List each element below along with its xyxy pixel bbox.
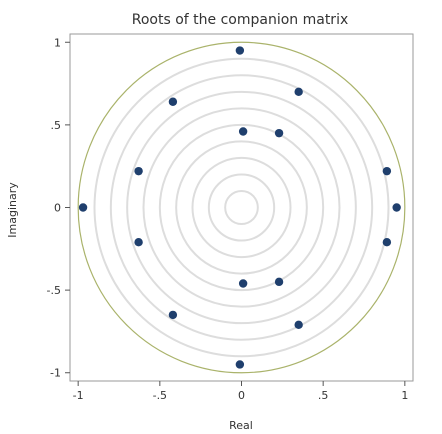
reference-ring — [93, 57, 390, 358]
y-tick-label: .5 — [51, 119, 62, 132]
root-point — [294, 87, 303, 97]
root-point — [274, 128, 284, 138]
reference-ring — [175, 140, 308, 275]
root-point — [382, 238, 392, 247]
reference-ring — [142, 107, 341, 308]
root-point — [78, 203, 88, 212]
reference-ring — [191, 156, 292, 259]
root-point — [382, 166, 392, 176]
root-point — [294, 320, 303, 330]
root-point — [235, 360, 245, 369]
y-tick-label: 0 — [54, 202, 61, 215]
x-tick-label: 0 — [238, 389, 245, 402]
reference-ring — [109, 74, 374, 341]
chart-title: Roots of the companion matrix — [132, 12, 349, 28]
root-point — [134, 166, 143, 176]
reference-ring — [126, 90, 357, 325]
reference-ring — [158, 123, 325, 292]
unit-circle — [77, 41, 406, 374]
root-point — [392, 203, 401, 212]
root-point — [238, 127, 248, 136]
y-tick-label: -1 — [50, 367, 61, 380]
root-point — [274, 277, 284, 287]
y-axis-title: Imaginary — [6, 182, 19, 238]
y-tick-label: 1 — [54, 36, 61, 49]
x-axis-title: Real — [229, 419, 253, 432]
plot-area: -1 -.5 0 .5 1 -1 -.5 0 .5 1 — [47, 33, 414, 402]
x-tick-label: .5 — [318, 389, 329, 402]
y-tick-label: -.5 — [47, 284, 61, 297]
root-point — [168, 310, 178, 320]
reference-ring — [224, 189, 259, 226]
root-point — [168, 97, 178, 106]
x-tick-label: -1 — [73, 389, 84, 402]
reference-ring — [207, 173, 276, 242]
x-tick-label: -.5 — [153, 389, 167, 402]
x-tick-label: 1 — [401, 389, 408, 402]
root-point — [235, 46, 245, 55]
root-point — [134, 238, 143, 247]
root-point — [238, 279, 248, 288]
plot-frame — [69, 33, 414, 382]
